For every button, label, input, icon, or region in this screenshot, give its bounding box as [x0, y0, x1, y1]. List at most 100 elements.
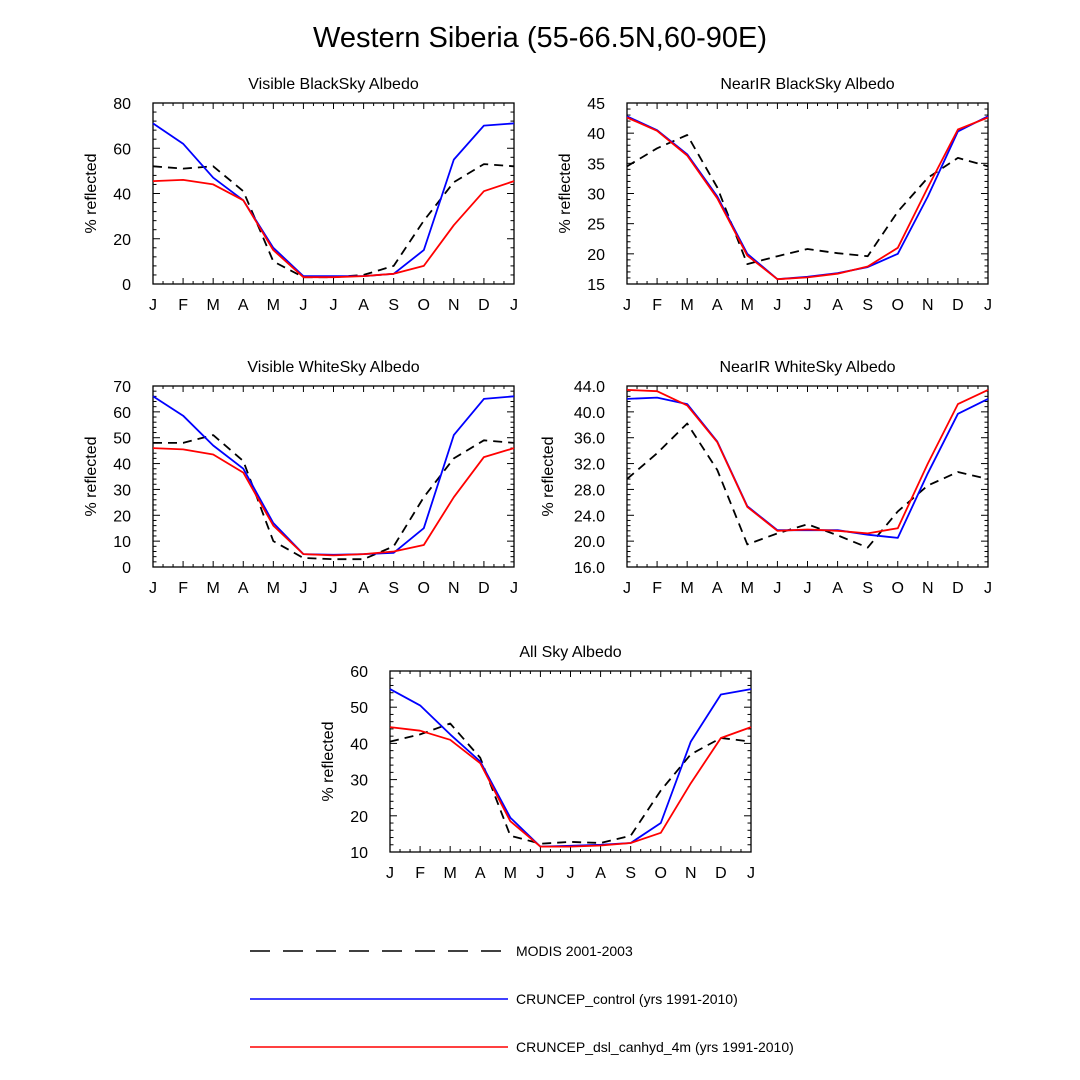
chart-panel-4: NearIR WhiteSky Albedo % reflected J F M A M J J… — [540, 359, 992, 597]
y-tick-label: 20 — [113, 508, 131, 525]
series-line-2 — [389, 688, 752, 848]
series-line-3 — [626, 116, 989, 281]
y-tick-label: 50 — [113, 431, 131, 448]
x-tick-label: J — [747, 865, 755, 882]
y-tick-label: 45 — [587, 96, 605, 113]
plot-frame — [626, 385, 989, 568]
chart-panel-5: All Sky Albedo % reflected J F M A M J J A S O N D J 10… — [320, 644, 755, 882]
x-tick-label: J — [510, 580, 518, 597]
x-tick-label: A — [712, 580, 723, 597]
x-tick-label: M — [267, 580, 280, 597]
x-tick-label: J — [330, 297, 338, 314]
plot-frame — [626, 102, 989, 285]
x-tick-label: O — [418, 297, 430, 314]
x-tick-label: J — [149, 580, 157, 597]
x-tick-label: J — [299, 297, 307, 314]
legend-label: CRUNCEP_control (yrs 1991-2010) — [516, 991, 738, 1007]
y-tick-label: 44.0 — [574, 379, 605, 396]
y-tick-label: 15 — [587, 277, 605, 294]
x-tick-label: S — [388, 297, 399, 314]
y-tick-label: 60 — [113, 405, 131, 422]
x-tick-label: F — [652, 580, 662, 597]
plot-frame — [389, 670, 752, 853]
x-tick-label: F — [415, 865, 425, 882]
x-tick-label: F — [178, 297, 188, 314]
y-tick-label: 0 — [122, 277, 131, 294]
x-tick-label: F — [178, 580, 188, 597]
y-axis-label: % reflected — [540, 436, 557, 516]
x-tick-label: A — [238, 297, 249, 314]
x-tick-label: J — [149, 297, 157, 314]
x-tick-label: O — [418, 580, 430, 597]
chart-title: All Sky Albedo — [519, 644, 621, 661]
plot-frame — [152, 102, 515, 285]
chart-title: NearIR BlackSky Albedo — [720, 76, 894, 93]
series-line-1 — [626, 422, 989, 549]
series-line-1 — [152, 163, 515, 279]
y-tick-label: 30 — [113, 482, 131, 499]
x-tick-label: N — [448, 297, 460, 314]
x-tick-label: J — [984, 580, 992, 597]
y-axis-label: % reflected — [320, 721, 337, 801]
x-tick-label: J — [330, 580, 338, 597]
x-tick-label: J — [386, 865, 394, 882]
y-tick-label: 60 — [350, 664, 368, 681]
series-line-2 — [626, 396, 989, 539]
series-line-3 — [152, 178, 515, 279]
y-tick-label: 20 — [350, 809, 368, 826]
y-tick-label: 16.0 — [574, 560, 605, 577]
x-tick-label: J — [804, 580, 812, 597]
legend: MODIS 2001-2003 CRUNCEP_control (yrs 1991… — [250, 943, 794, 1055]
y-tick-label: 32.0 — [574, 457, 605, 474]
series-line-1 — [153, 434, 515, 561]
page-title: Western Siberia (55-66.5N,60-90E) — [312, 22, 768, 54]
x-tick-label: J — [623, 297, 631, 314]
series-line-3 — [152, 447, 515, 557]
x-tick-label: N — [922, 580, 934, 597]
x-tick-label: M — [504, 865, 517, 882]
y-tick-label: 20 — [113, 232, 131, 249]
x-tick-label: A — [832, 580, 843, 597]
x-tick-label: A — [712, 297, 723, 314]
x-tick-label: M — [681, 297, 694, 314]
series-line-3 — [389, 726, 752, 848]
y-tick-label: 35 — [587, 156, 605, 173]
x-tick-label: A — [358, 297, 369, 314]
plot-frame — [152, 385, 515, 568]
x-tick-label: D — [952, 580, 964, 597]
x-tick-label: O — [892, 580, 904, 597]
x-tick-label: S — [388, 580, 399, 597]
x-tick-label: N — [685, 865, 697, 882]
series-line-2 — [152, 122, 515, 278]
x-tick-label: J — [984, 297, 992, 314]
chart-title: Visible BlackSky Albedo — [248, 76, 419, 93]
x-tick-label: O — [892, 297, 904, 314]
y-tick-label: 40.0 — [574, 405, 605, 422]
x-tick-label: A — [358, 580, 369, 597]
y-tick-label: 50 — [350, 700, 368, 717]
x-tick-label: J — [773, 580, 781, 597]
x-tick-label: M — [207, 297, 220, 314]
x-tick-label: F — [652, 297, 662, 314]
y-tick-label: 60 — [113, 141, 131, 158]
x-tick-label: S — [862, 580, 873, 597]
series-line-1 — [626, 134, 989, 266]
chart-title: NearIR WhiteSky Albedo — [719, 359, 895, 376]
x-tick-label: D — [478, 297, 490, 314]
chart-panel-1: Visible BlackSky Albedo % reflected J F M A M J… — [83, 76, 518, 314]
x-tick-label: A — [595, 865, 606, 882]
y-tick-label: 40 — [113, 457, 131, 474]
y-axis-label: % reflected — [83, 153, 100, 233]
x-tick-label: D — [952, 297, 964, 314]
y-axis-label: % reflected — [83, 436, 100, 516]
chart-title: Visible WhiteSky Albedo — [247, 359, 419, 376]
y-tick-label: 80 — [113, 96, 131, 113]
x-tick-label: M — [741, 297, 754, 314]
y-tick-label: 10 — [350, 845, 368, 862]
chart-panel-2: NearIR BlackSky Albedo % reflected J F M A M J J… — [557, 76, 992, 314]
x-tick-label: A — [832, 297, 843, 314]
x-tick-label: M — [444, 865, 457, 882]
legend-label: MODIS 2001-2003 — [516, 943, 633, 959]
y-tick-label: 36.0 — [574, 431, 605, 448]
x-tick-label: J — [623, 580, 631, 597]
